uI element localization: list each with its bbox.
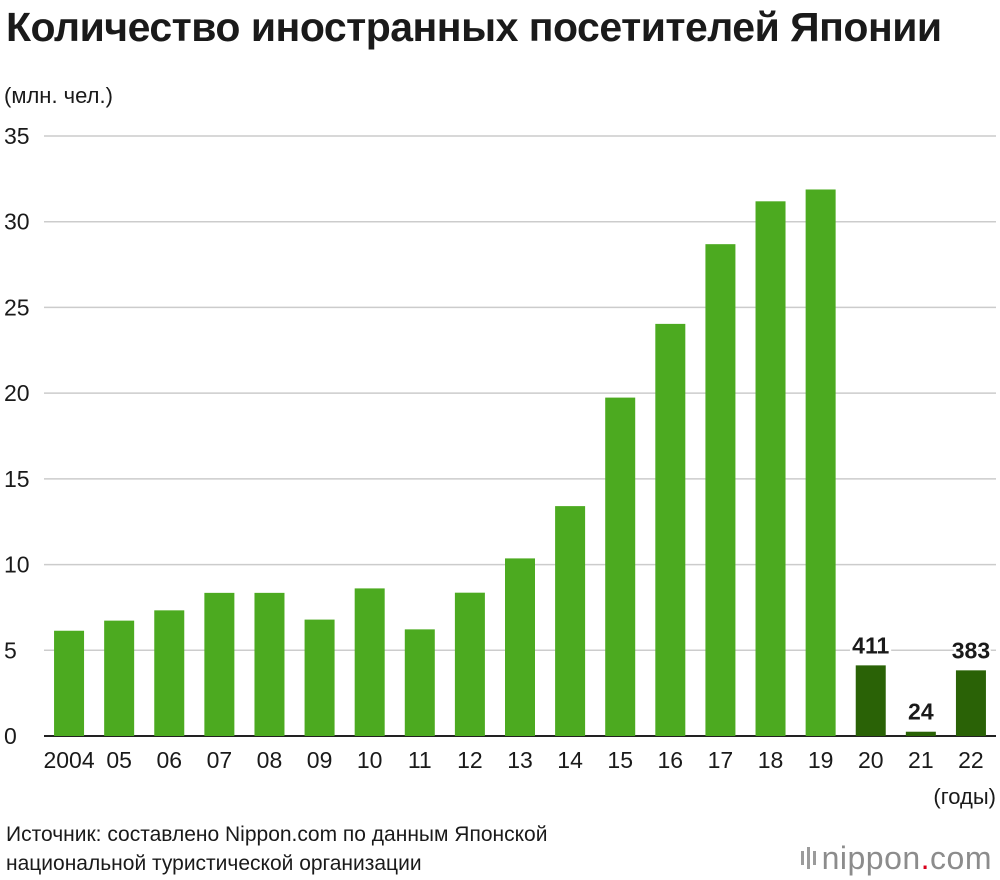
x-tick-label: 14 (557, 747, 583, 773)
nippon-logo-text: nippon.com (821, 839, 992, 876)
y-tick-label: 10 (4, 552, 30, 578)
y-tick-label: 5 (4, 637, 17, 663)
x-tick-label: 22 (958, 747, 984, 773)
x-tick-label: 10 (357, 747, 383, 773)
data-label: 411 (852, 632, 889, 658)
x-tick-label: 15 (607, 747, 633, 773)
data-label: 24 (908, 699, 934, 725)
x-tick-label: 12 (457, 747, 483, 773)
bar-17 (705, 244, 736, 736)
bar-12 (454, 592, 485, 736)
x-tick-label: 16 (658, 747, 684, 773)
bar-18 (755, 201, 786, 737)
source-line-2: национальной туристической организации (6, 852, 422, 875)
bar-19 (805, 189, 836, 736)
x-tick-label: 20 (858, 747, 884, 773)
bar-22 (955, 670, 986, 736)
y-tick-label: 25 (4, 294, 30, 320)
bars (54, 189, 986, 737)
bar-21 (905, 731, 936, 736)
nippon-logo-icon (800, 847, 816, 869)
bar-14 (555, 506, 586, 736)
x-tick-label: 13 (507, 747, 533, 773)
bar-10 (354, 588, 385, 736)
source-line-1: Источник: составлено Nippon.com по данны… (6, 823, 548, 846)
x-tick-label: 19 (808, 747, 834, 773)
y-tick-label: 15 (4, 466, 30, 492)
nippon-logo: nippon.com (800, 838, 992, 878)
bar-07 (204, 592, 235, 736)
x-tick-label: 18 (758, 747, 784, 773)
x-tick-label: 2004 (43, 747, 94, 773)
y-tick-label: 30 (4, 209, 30, 235)
bar-20 (855, 665, 886, 736)
y-tick-label: 20 (4, 380, 30, 406)
data-label: 383 (952, 637, 990, 663)
x-tick-label: 06 (156, 747, 182, 773)
y-axis-ticks: 0 5 10 15 20 25 30 35 (4, 123, 30, 749)
chart-title: Количество иностранных посетителей Япони… (6, 4, 942, 50)
bar-11 (404, 629, 435, 736)
bar-16 (655, 323, 686, 736)
source-note: Источник: составлено Nippon.com по данны… (6, 820, 706, 878)
y-tick-label: 0 (4, 723, 17, 749)
x-tick-label: 05 (106, 747, 132, 773)
bar-13 (505, 558, 535, 736)
x-tick-label: 09 (307, 747, 333, 773)
data-labels: 411 24 383 (850, 630, 993, 727)
bar-05 (104, 620, 135, 736)
bar-08 (254, 592, 285, 736)
bar-2004 (54, 630, 85, 736)
x-tick-label: 21 (908, 747, 934, 773)
y-tick-label: 35 (4, 123, 30, 149)
x-unit-label: (годы) (933, 784, 996, 809)
bar-06 (154, 610, 185, 736)
bar-15 (605, 397, 636, 736)
x-axis-ticks: 2004 05 06 07 08 09 10 11 12 13 14 15 16 17 18 19 20 21 22 (43, 747, 983, 773)
x-tick-label: 17 (708, 747, 734, 773)
y-unit-label: (млн. чел.) (4, 83, 113, 108)
bar-09 (304, 619, 335, 736)
x-tick-label: 07 (207, 747, 233, 773)
x-tick-label: 11 (408, 747, 432, 773)
x-tick-label: 08 (257, 747, 283, 773)
